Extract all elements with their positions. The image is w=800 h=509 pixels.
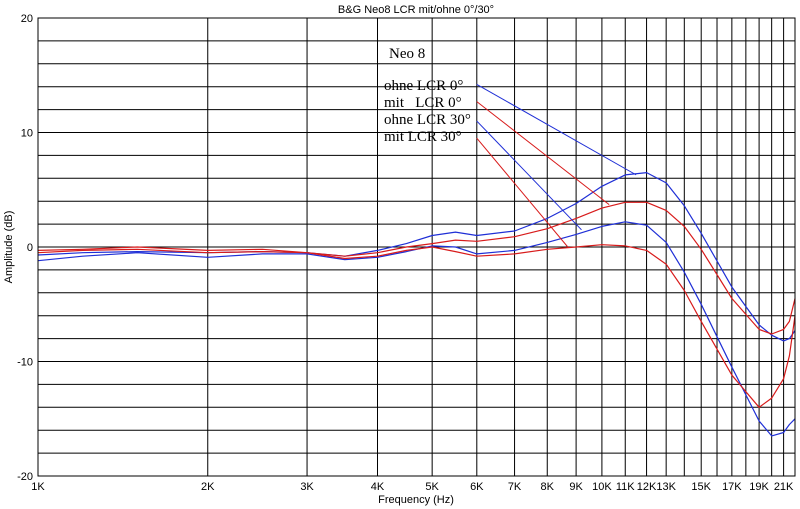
annotation-label: ohne LCR 30° <box>384 112 471 128</box>
series-line <box>37 221 796 437</box>
x-tick-label: 12K <box>637 481 657 493</box>
x-tick-label: 6K <box>470 481 484 493</box>
x-axis-label: Frequency (Hz) <box>378 494 454 506</box>
x-tick-label: 9K <box>569 481 583 493</box>
x-tick-label: 17K <box>722 481 742 493</box>
leader-line <box>476 120 582 231</box>
x-tick-label: 1K <box>31 481 45 493</box>
x-tick-label: 21K <box>774 481 794 493</box>
y-tick-label: -10 <box>17 357 33 369</box>
x-tick-label: 13K <box>656 481 676 493</box>
chart-title: B&G Neo8 LCR mit/ohne 0°/30° <box>338 4 494 16</box>
y-tick-label: 10 <box>21 128 33 140</box>
x-tick-label: 10K <box>592 481 612 493</box>
y-tick-labels: 20 10 0 -10 -20 <box>17 13 33 483</box>
x-tick-label: 15K <box>691 481 711 493</box>
x-tick-label: 4K <box>371 481 385 493</box>
x-tick-label: 7K <box>508 481 522 493</box>
y-tick-label: -20 <box>17 471 33 483</box>
x-tick-label: 19K <box>749 481 769 493</box>
grid-lines <box>38 18 796 476</box>
x-tick-label: 3K <box>300 481 314 493</box>
x-tick-label: 11K <box>616 481 635 493</box>
annotation-heading: Neo 8 <box>389 46 425 62</box>
leader-line <box>476 101 610 206</box>
y-tick-label: 20 <box>21 13 33 25</box>
plot-frame <box>37 17 796 477</box>
annotation-label: ohne LCR 0° <box>384 78 463 94</box>
x-tick-label: 2K <box>201 481 215 493</box>
y-axis-label: Amplitude (dB) <box>3 211 15 284</box>
annotation-label: mit LCR 0° <box>384 95 462 111</box>
x-tick-label: 5K <box>425 481 439 493</box>
annotation-label: mit LCR 30° <box>384 129 462 145</box>
series-lines <box>37 172 796 437</box>
annotation-leader-lines <box>476 83 637 248</box>
series-line <box>37 201 796 335</box>
leader-line <box>476 137 569 248</box>
x-tick-labels: 1K 2K 3K 4K 5K 6K 7K 8K 9K 10K 11K 12K 13K 15K 17K 19K 2… <box>31 481 794 493</box>
x-tick-label: 8K <box>541 481 555 493</box>
series-line <box>37 244 796 408</box>
leader-line <box>476 83 637 176</box>
y-tick-label: 0 <box>27 242 33 254</box>
